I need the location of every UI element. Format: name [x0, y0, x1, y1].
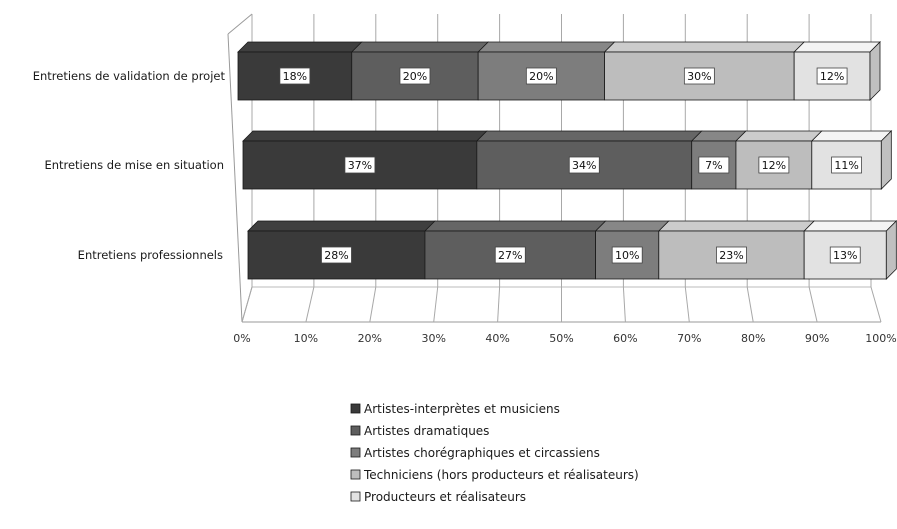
- gridline-floor: [497, 286, 501, 323]
- x-tick-label: 70%: [677, 332, 701, 345]
- bar-segment-top: [475, 130, 703, 142]
- data-label-box: [494, 246, 526, 264]
- data-label: 30%: [687, 70, 711, 83]
- x-tick-label: 90%: [805, 332, 829, 345]
- bar-end-side: [885, 220, 897, 280]
- data-label: 18%: [283, 70, 307, 83]
- gridline-floor: [684, 286, 690, 323]
- data-label-box: [829, 246, 861, 264]
- x-tick-label: 10%: [294, 332, 318, 345]
- data-label: 12%: [762, 159, 786, 172]
- data-label: 7%: [705, 159, 722, 172]
- gridline-floor: [305, 286, 315, 323]
- bar-segment-top: [803, 220, 897, 232]
- x-tick-label: 40%: [485, 332, 509, 345]
- bar-segment-top: [237, 41, 363, 53]
- category-label: Entretiens de mise en situation: [44, 158, 224, 172]
- gridline-floor: [622, 286, 626, 323]
- data-label-box: [611, 246, 643, 264]
- bar-segment-top: [423, 220, 607, 232]
- data-label-box: [525, 67, 557, 85]
- legend-swatch: [350, 469, 361, 480]
- data-label: 37%: [348, 159, 372, 172]
- data-label: 20%: [403, 70, 427, 83]
- data-label: 11%: [834, 159, 858, 172]
- legend-swatch: [350, 491, 361, 502]
- data-label: 27%: [498, 249, 522, 262]
- x-tick-label: 50%: [549, 332, 573, 345]
- data-label-box: [816, 67, 848, 85]
- left-wall-top-edge: [227, 13, 253, 35]
- x-tick-label: 20%: [358, 332, 382, 345]
- legend: Artistes-interprètes et musiciens Artiste…: [350, 402, 639, 504]
- bar-segment-top: [594, 220, 670, 232]
- legend-swatch: [350, 447, 361, 458]
- data-label-box: [716, 246, 747, 264]
- legend-entry: Artistes dramatiques: [364, 424, 489, 438]
- data-label-box: [758, 156, 790, 174]
- data-label: 12%: [820, 70, 844, 83]
- gridline-floor: [241, 286, 253, 323]
- data-label: 10%: [615, 249, 639, 262]
- x-tick-label: 60%: [613, 332, 637, 345]
- data-label: 34%: [572, 159, 596, 172]
- data-label: 20%: [529, 70, 553, 83]
- data-label-box: [568, 156, 600, 174]
- category-label: Entretiens de validation de projet: [33, 69, 226, 83]
- gridline-floor: [433, 286, 439, 323]
- x-tick-label: 80%: [741, 332, 765, 345]
- bar-segment-top: [242, 130, 488, 142]
- bar-end-side: [869, 41, 881, 101]
- category-labels: Entretiens de validation de projet Entret…: [33, 69, 226, 262]
- data-label-box: [279, 67, 311, 85]
- x-axis-tick-labels: 0% 10% 20% 30% 40% 50% 60% 70% 80% 90% 100%: [233, 332, 896, 345]
- bar-segment-top: [657, 220, 816, 232]
- gridline-floor: [808, 286, 818, 323]
- x-tick-label: 0%: [233, 332, 250, 345]
- bar-segment-top: [350, 41, 490, 53]
- legend-swatch: [350, 403, 361, 414]
- bar-end-side: [880, 130, 892, 190]
- bar-segment-top: [247, 220, 436, 232]
- category-label: Entretiens professionnels: [78, 248, 223, 262]
- bar-segment: [793, 51, 871, 101]
- left-wall-front-edge: [227, 33, 243, 323]
- legend-entry: Artistes chorégraphiques et circassiens: [364, 446, 600, 460]
- data-label-box: [344, 156, 376, 174]
- legend-entry: Techniciens (hors producteurs et réalisa…: [363, 468, 639, 482]
- data-label: 28%: [324, 249, 348, 262]
- x-tick-label: 100%: [865, 332, 896, 345]
- gridline-floor: [870, 286, 882, 323]
- gridline-floor: [746, 286, 754, 323]
- legend-entry: Artistes-interprètes et musiciens: [364, 402, 560, 416]
- bars: 18% 20% 20% 30% 12% 37% 34% 7% 12% 11% 28% 27% 10% 23…: [237, 41, 897, 280]
- gridline-floor: [369, 286, 377, 323]
- bar-segment-top: [603, 41, 806, 53]
- bar-segment-top: [793, 41, 881, 53]
- x-tick-label: 30%: [421, 332, 445, 345]
- data-label-box: [698, 156, 730, 174]
- bar-segment-top: [734, 130, 823, 142]
- data-label-box: [399, 67, 431, 85]
- data-label-box: [321, 246, 352, 264]
- legend-entry: Producteurs et réalisateurs: [364, 490, 526, 504]
- bar-segment-top: [810, 130, 893, 142]
- legend-swatch: [350, 425, 361, 436]
- data-label-box: [831, 156, 862, 174]
- data-label: 13%: [833, 249, 857, 262]
- data-label: 23%: [719, 249, 743, 262]
- bar-segment-top: [477, 41, 616, 53]
- data-label-box: [683, 67, 715, 85]
